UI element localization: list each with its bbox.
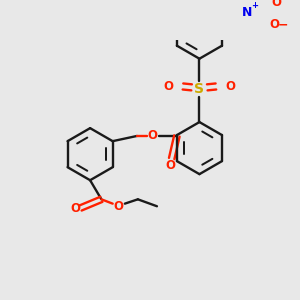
Text: O: O — [226, 80, 236, 93]
Text: +: + — [251, 1, 259, 10]
Text: O: O — [70, 202, 80, 215]
Text: S: S — [194, 82, 204, 96]
Text: O: O — [148, 129, 158, 142]
Text: O: O — [114, 200, 124, 213]
Text: N: N — [242, 6, 252, 19]
Text: O: O — [163, 80, 173, 93]
Text: −: − — [278, 18, 288, 32]
Text: O: O — [272, 0, 282, 9]
Text: O: O — [269, 18, 279, 32]
Text: O: O — [165, 159, 175, 172]
